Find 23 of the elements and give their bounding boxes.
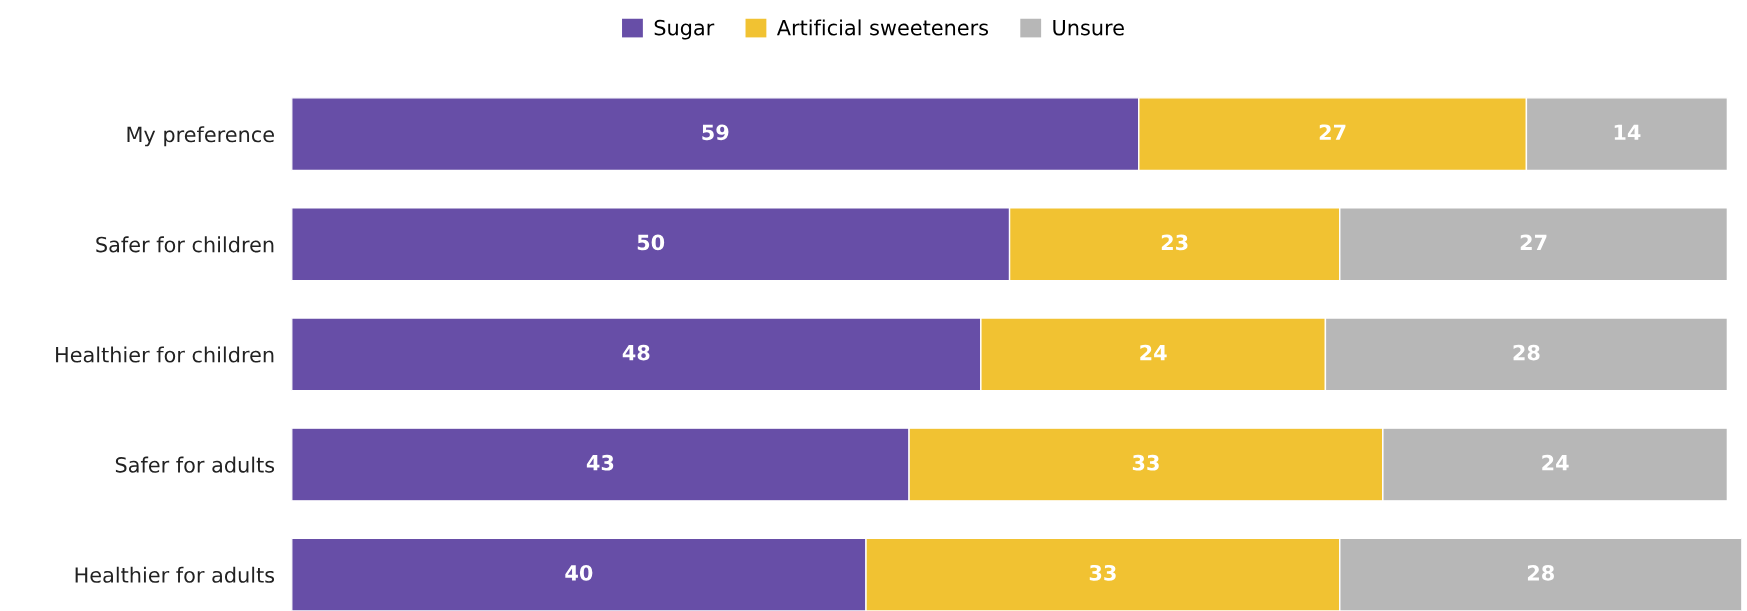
data-label: 27 xyxy=(1319,124,1346,140)
y-tick-label: Safer for children xyxy=(96,236,274,253)
data-label: 24 xyxy=(1140,344,1167,361)
data-label: 27 xyxy=(1520,234,1547,250)
legend-label: Artificial sweeteners xyxy=(776,19,989,36)
data-label: 23 xyxy=(1161,234,1188,251)
data-label: 59 xyxy=(702,124,729,141)
data-label: 24 xyxy=(1542,454,1569,471)
y-tick-label: Safer for adults xyxy=(115,456,275,473)
data-label: 14 xyxy=(1614,124,1641,140)
data-label: 50 xyxy=(637,234,665,251)
data-label: 48 xyxy=(622,344,650,361)
data-label: 40 xyxy=(565,564,593,581)
data-label: 28 xyxy=(1527,564,1554,581)
data-label: 43 xyxy=(586,454,614,471)
data-label: 28 xyxy=(1513,344,1540,361)
data-label: 33 xyxy=(1132,454,1159,471)
y-tick-label: Healthier for adults xyxy=(75,566,275,583)
y-tick-label: My preference xyxy=(127,126,274,147)
legend-label: Unsure xyxy=(1053,20,1124,36)
data-label: 33 xyxy=(1089,564,1116,581)
y-tick-label: Healthier for children xyxy=(56,346,274,363)
legend-label: Sugar xyxy=(654,19,715,40)
